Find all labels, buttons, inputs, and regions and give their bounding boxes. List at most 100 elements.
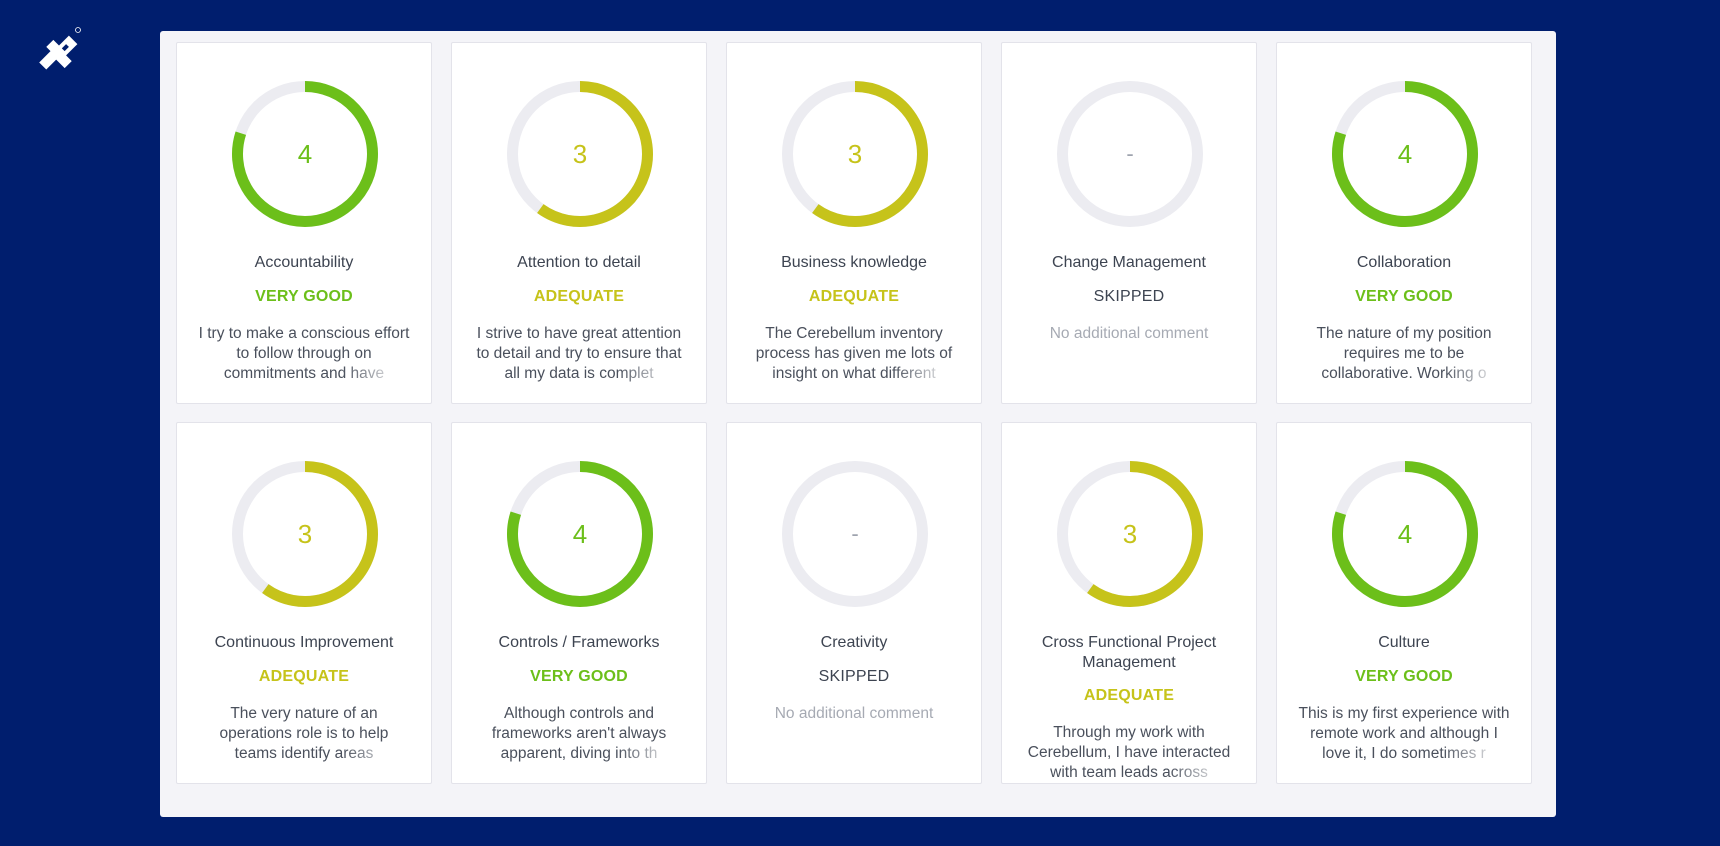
comment-line: operations role is to help — [219, 725, 389, 742]
competency-card-collaboration[interactable]: 4 Collaboration VERY GOOD The nature of … — [1276, 42, 1532, 404]
competency-card-accountability[interactable]: 4 Accountability VERY GOOD I try to make… — [176, 42, 432, 404]
score-value: 3 — [847, 139, 863, 169]
comment-line: No additional comment — [774, 705, 934, 722]
competency-card-cross-functional-project-management[interactable]: 3 Cross Functional Project Management AD… — [1001, 422, 1257, 784]
competency-card-attention-to-detail[interactable]: 3 Attention to detail ADEQUATE I strive … — [451, 42, 707, 404]
comment-line: I try to make a conscious effort — [198, 325, 410, 342]
score-ring-chart — [507, 81, 653, 227]
comment-text: I strive to have great attention to detai… — [470, 324, 688, 384]
comment-text: No additional comment — [745, 704, 963, 764]
score-ring-arc — [507, 461, 653, 607]
comment-line: Through my work with — [1053, 724, 1205, 741]
comment-line: frameworks aren't always — [491, 725, 667, 742]
comment-text: No additional comment — [1020, 324, 1238, 384]
score-ring-arc — [1087, 461, 1203, 607]
comment-text: The very nature of an operations role is … — [195, 704, 413, 764]
rating-label: ADEQUATE — [533, 288, 625, 305]
rating-label: ADEQUATE — [1083, 687, 1175, 704]
comment-fade — [343, 364, 413, 384]
rating-label: VERY GOOD — [1355, 288, 1453, 305]
comment-fade — [618, 744, 688, 764]
rating-label: VERY GOOD — [1355, 668, 1453, 685]
competency-card-business-knowledge[interactable]: 3 Business knowledge ADEQUATE The Cerebe… — [726, 42, 982, 404]
comment-line: The nature of my position — [1316, 325, 1492, 342]
competency-title: Cross Functional Project Management — [1041, 634, 1217, 671]
competency-card-continuous-improvement[interactable]: 3 Continuous Improvement ADEQUATE The ve… — [176, 422, 432, 784]
toptal-logo-icon[interactable] — [34, 24, 84, 84]
comment-line: Cerebellum, I have interacted — [1027, 744, 1231, 761]
comment-line: to follow through on — [236, 345, 372, 362]
rating-label: ADEQUATE — [258, 668, 350, 685]
score-ring-arc — [262, 461, 378, 607]
comment-fade — [1443, 364, 1513, 384]
score-ring-arc — [537, 81, 653, 227]
score-ring-chart — [782, 461, 928, 607]
competency-panel: 4 Accountability VERY GOOD I try to make… — [160, 31, 1556, 817]
comment-line: The Cerebellum inventory — [765, 325, 943, 342]
competency-title: Attention to detail — [517, 254, 641, 271]
competency-title: Accountability — [254, 254, 354, 271]
competency-card-controls-frameworks[interactable]: 4 Controls / Frameworks VERY GOOD Althou… — [451, 422, 707, 784]
score-ring-chart — [507, 461, 653, 607]
comment-line: No additional comment — [1049, 325, 1209, 342]
score-ring-chart — [1057, 461, 1203, 607]
comment-fade — [343, 744, 413, 764]
comment-fade — [1443, 744, 1513, 764]
score-ring-arc — [1332, 461, 1478, 607]
score-ring-arc — [812, 81, 928, 227]
score-ring-chart — [232, 81, 378, 227]
score-value: 3 — [572, 139, 588, 169]
score-ring-chart — [1332, 81, 1478, 227]
competency-title: Continuous Improvement — [214, 634, 394, 651]
comment-line: I strive to have great attention — [476, 325, 682, 342]
score-value: 4 — [1397, 519, 1413, 549]
comment-line: to detail and try to ensure that — [476, 345, 682, 362]
competency-card-culture[interactable]: 4 Culture VERY GOOD This is my first exp… — [1276, 422, 1532, 784]
comment-line: Although controls and — [504, 705, 654, 722]
rating-label: VERY GOOD — [530, 668, 628, 685]
rating-label: ADEQUATE — [808, 288, 900, 305]
rating-label: VERY GOOD — [255, 288, 353, 305]
score-value: 3 — [1122, 519, 1138, 549]
comment-fade — [1168, 763, 1238, 783]
competency-title: Business knowledge — [781, 254, 927, 271]
rating-label: SKIPPED — [1093, 288, 1165, 305]
competency-title: Collaboration — [1356, 254, 1452, 271]
score-value: 4 — [297, 139, 313, 169]
score-ring-arc — [232, 81, 378, 227]
competency-title: Change Management — [1052, 254, 1206, 271]
score-ring-chart — [232, 461, 378, 607]
score-ring-arc — [1332, 81, 1478, 227]
comment-text: Through my work with Cerebellum, I have i… — [1020, 723, 1238, 783]
competency-title: Culture — [1378, 634, 1430, 651]
comment-fade — [618, 364, 688, 384]
comment-text: The Cerebellum inventory process has give… — [745, 324, 963, 384]
comment-line: The very nature of an — [230, 705, 378, 722]
comment-fade — [893, 364, 963, 384]
comment-line: This is my first experience with — [1298, 705, 1510, 722]
competency-card-creativity[interactable]: - Creativity SKIPPED No additional comme… — [726, 422, 982, 784]
competency-title: Controls / Frameworks — [498, 634, 660, 651]
comment-line: all my data is complet — [504, 365, 654, 382]
score-value: - — [1126, 141, 1134, 166]
score-ring-chart — [1332, 461, 1478, 607]
score-ring-track — [782, 461, 928, 607]
score-ring-chart — [1057, 81, 1203, 227]
competency-card-change-management[interactable]: - Change Management SKIPPED No additiona… — [1001, 42, 1257, 404]
score-value: 3 — [297, 519, 313, 549]
comment-line: teams identify areas — [234, 745, 374, 762]
comment-text: I try to make a conscious effort to follo… — [195, 324, 413, 384]
comment-line: process has given me lots of — [755, 345, 953, 362]
score-value: 4 — [1397, 139, 1413, 169]
score-ring-chart — [782, 81, 928, 227]
comment-line: requires me to be — [1343, 345, 1465, 362]
score-value: 4 — [572, 519, 588, 549]
score-ring-track — [1057, 81, 1203, 227]
competency-title: Creativity — [820, 634, 888, 651]
score-value: - — [851, 521, 859, 546]
comment-line: remote work and although I — [1310, 725, 1498, 742]
comment-text: This is my first experience with remote w… — [1295, 704, 1513, 764]
comment-text: The nature of my position requires me to … — [1295, 324, 1513, 384]
rating-label: SKIPPED — [818, 668, 890, 685]
comment-text: Although controls and frameworks aren't a… — [470, 704, 688, 764]
